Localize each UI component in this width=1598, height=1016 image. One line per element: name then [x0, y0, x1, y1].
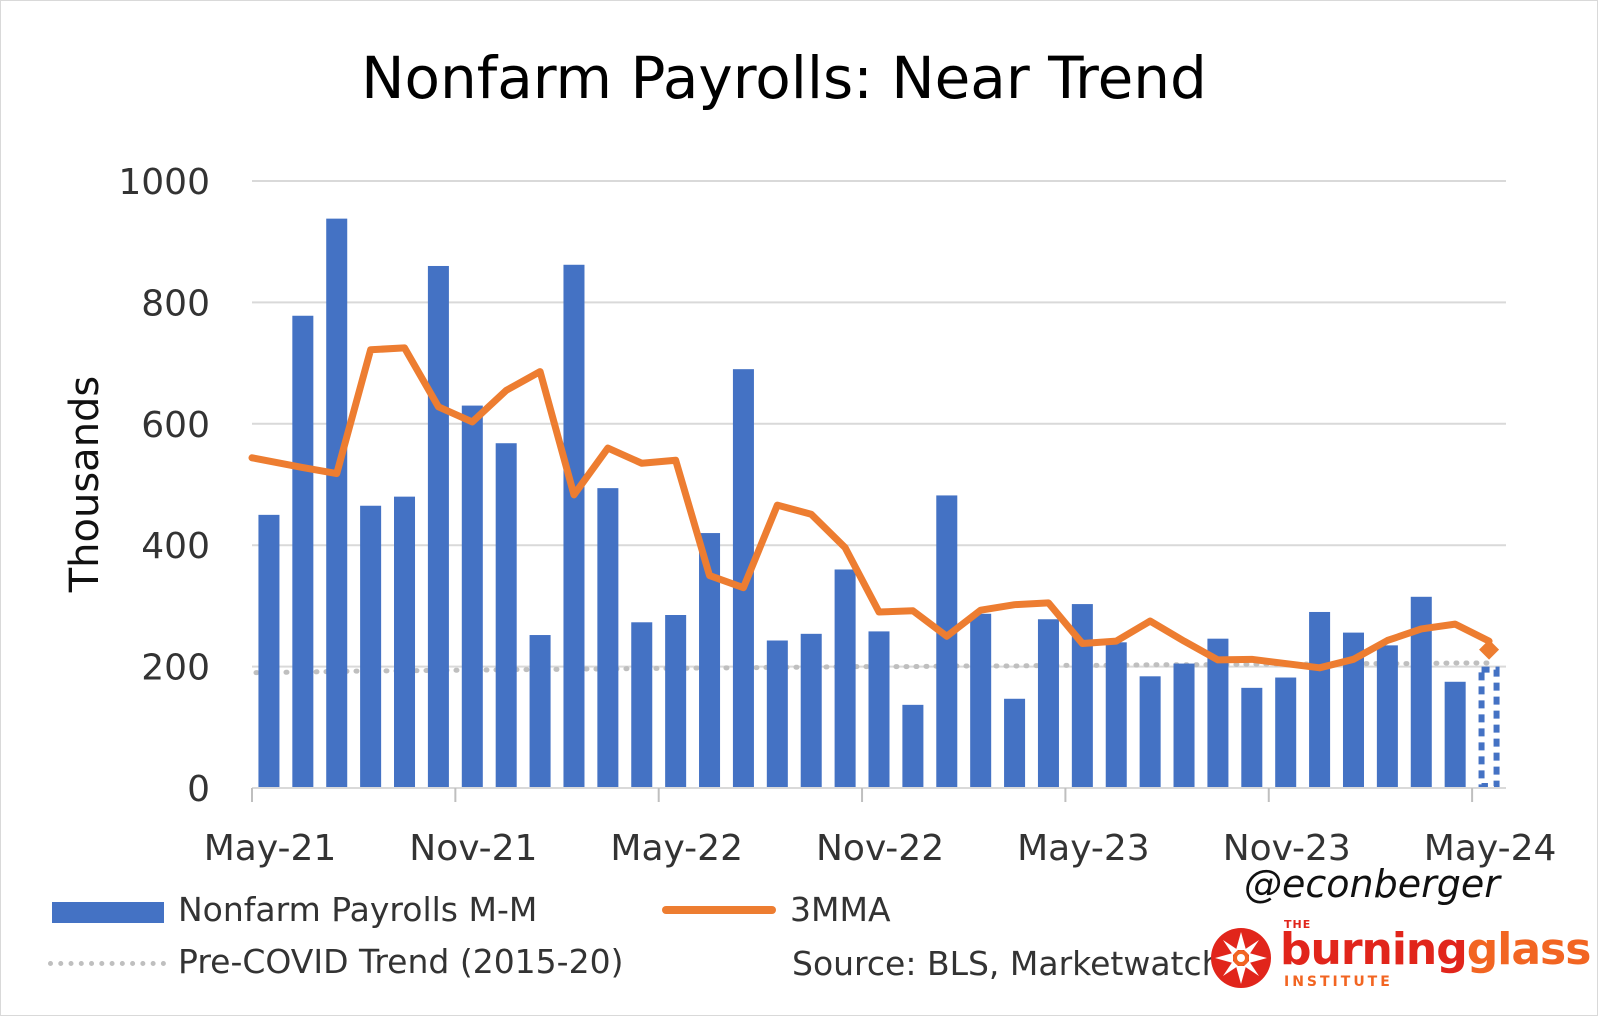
bar: [394, 496, 416, 788]
bar: [563, 264, 585, 788]
bar: [1376, 645, 1398, 788]
bar: [1342, 632, 1364, 788]
bar-series: [258, 218, 1500, 790]
x-tick-label: May-24: [1424, 828, 1557, 869]
legend-label-3mma: 3MMA: [790, 890, 891, 929]
bar: [1173, 663, 1195, 788]
source-note: Source: BLS, Marketwatch: [792, 944, 1223, 983]
y-tick-label: 1000: [118, 162, 210, 203]
bar: [1105, 642, 1127, 788]
burning-glass-logo-text: THE burningglass INSTITUTE: [1280, 918, 1591, 998]
bar: [902, 704, 924, 788]
bar: [326, 218, 348, 788]
bar: [1241, 687, 1263, 788]
x-tick-label: Nov-21: [409, 828, 537, 869]
bar: [699, 533, 721, 788]
bar: [1207, 638, 1229, 788]
y-tick-label: 400: [141, 526, 210, 567]
bar: [868, 631, 890, 788]
y-tick-label: 600: [141, 405, 210, 446]
bar: [1037, 619, 1059, 788]
x-tick-label: May-23: [1017, 828, 1150, 869]
x-tick-label: May-22: [610, 828, 743, 869]
x-tick-label: May-21: [204, 828, 337, 869]
y-tick-label: 200: [141, 648, 210, 689]
logo-word-b: glass: [1466, 924, 1592, 975]
bar: [766, 640, 788, 788]
bar: [834, 569, 856, 788]
chart-plot: 0 200 400 600 800 1000 Thousands May-21 Nov-21 Ma…: [62, 162, 1556, 869]
legend-swatch-trend: [48, 961, 166, 966]
x-tick-label: Nov-23: [1223, 828, 1351, 869]
bar: [1139, 676, 1161, 788]
author-handle: @econberger: [1244, 862, 1500, 906]
logo-word-a: burning: [1280, 924, 1468, 975]
x-tick-label: Nov-22: [816, 828, 944, 869]
bar: [665, 615, 687, 788]
bar: [1309, 611, 1331, 788]
bar: [529, 635, 551, 788]
bar: [970, 613, 992, 788]
logo-the: THE: [1284, 918, 1312, 931]
legend-swatch-payrolls: [52, 902, 164, 923]
legend-label-payrolls: Nonfarm Payrolls M-M: [178, 890, 538, 929]
burning-glass-logo-icon: [1211, 928, 1271, 988]
mma-polyline: [248, 344, 1493, 672]
bar: [597, 488, 619, 788]
legend-label-trend: Pre-COVID Trend (2015-20): [178, 942, 624, 981]
bar: [936, 495, 958, 788]
forecast-marker: [1479, 639, 1500, 660]
y-tick-label: 800: [141, 283, 210, 324]
bar: [631, 622, 653, 788]
bar: [461, 405, 483, 788]
bar: [1275, 677, 1297, 788]
bar: [292, 315, 314, 788]
axes: 0 200 400 600 800 1000 Thousands May-21 Nov-21 Ma…: [62, 162, 1556, 869]
y-tick-label: 0: [187, 769, 210, 810]
bar: [495, 443, 517, 788]
bar: [800, 633, 822, 788]
forecast-bar: [1478, 666, 1500, 790]
y-axis-title: Thousands: [62, 376, 108, 594]
bar: [1410, 596, 1432, 788]
bar: [1444, 681, 1466, 788]
bar: [1004, 698, 1026, 788]
mma-line: [248, 344, 1500, 672]
legend-swatch-3mma: [662, 906, 776, 914]
logo-institute: INSTITUTE: [1284, 974, 1393, 990]
bar: [427, 265, 449, 789]
bar: [360, 505, 382, 788]
logo-wordmark: burningglass: [1280, 924, 1592, 975]
chart-title: Nonfarm Payrolls: Near Trend: [361, 44, 1207, 112]
bar: [1071, 604, 1093, 788]
bar: [258, 514, 280, 788]
